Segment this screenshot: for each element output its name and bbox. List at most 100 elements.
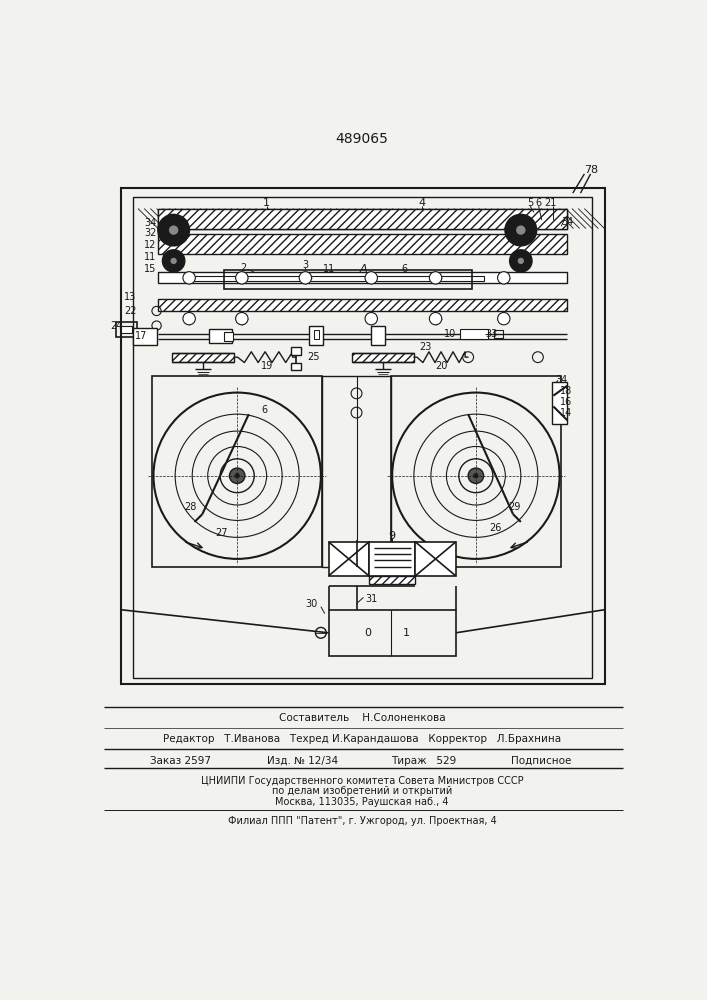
Text: Тираж   529: Тираж 529 (391, 756, 456, 766)
Bar (134, 328, 156, 345)
Text: 13: 13 (124, 292, 136, 302)
Bar (552, 382, 567, 424)
Text: ЦНИИПИ Государственного комитета Совета Министров СССР: ЦНИИПИ Государственного комитета Совета … (201, 776, 523, 786)
Text: 11: 11 (322, 264, 334, 274)
Text: 34: 34 (555, 375, 567, 385)
Circle shape (230, 468, 245, 483)
Text: 9: 9 (389, 531, 396, 541)
Bar (369, 576, 416, 584)
Text: 31: 31 (365, 594, 378, 604)
Circle shape (468, 468, 484, 483)
Circle shape (168, 225, 179, 235)
Text: Заказ 2597: Заказ 2597 (151, 756, 211, 766)
Bar (291, 347, 300, 355)
Text: Филиал ППП "Патент", г. Ужгород, ул. Проектная, 4: Филиал ППП "Патент", г. Ужгород, ул. Про… (228, 816, 496, 826)
Circle shape (506, 215, 537, 246)
Bar (291, 363, 300, 370)
Text: 34: 34 (144, 218, 156, 228)
Text: 23: 23 (419, 342, 432, 352)
Bar (158, 299, 567, 311)
Text: 20: 20 (435, 361, 448, 371)
Bar (224, 270, 472, 289)
Text: A: A (360, 264, 368, 274)
Bar (416, 542, 456, 576)
Bar (172, 353, 234, 362)
Text: 3: 3 (303, 260, 308, 270)
Text: 5: 5 (527, 198, 533, 208)
Text: 7: 7 (584, 165, 591, 175)
Text: 29: 29 (508, 502, 521, 512)
Circle shape (498, 272, 510, 284)
Text: 27: 27 (216, 528, 228, 538)
Circle shape (429, 312, 442, 325)
Text: Составитель    Н.Солоненкова: Составитель Н.Солоненкова (279, 713, 445, 723)
Bar (314, 330, 319, 339)
Text: 11: 11 (144, 252, 156, 262)
Bar (189, 276, 484, 281)
Text: 10: 10 (443, 329, 456, 339)
Text: 34: 34 (561, 217, 573, 227)
Circle shape (365, 312, 378, 325)
Text: Москва, 113035, Раушская наб., 4: Москва, 113035, Раушская наб., 4 (275, 797, 449, 807)
Text: 26: 26 (489, 523, 501, 533)
Text: 18: 18 (561, 386, 573, 396)
Text: 8: 8 (590, 165, 597, 175)
Text: 14: 14 (561, 408, 573, 418)
Text: 15: 15 (144, 264, 156, 274)
Text: 6: 6 (536, 198, 542, 208)
Bar (329, 542, 369, 576)
Circle shape (235, 312, 248, 325)
Circle shape (365, 272, 378, 284)
Bar (391, 376, 561, 567)
Text: 6: 6 (402, 264, 408, 274)
Circle shape (183, 312, 195, 325)
Text: по делам изобретений и открытий: по делам изобретений и открытий (271, 786, 452, 796)
Text: 32: 32 (144, 228, 156, 238)
Bar (121, 188, 604, 684)
Text: 16: 16 (561, 397, 573, 407)
Bar (209, 329, 232, 343)
Text: Подписное: Подписное (510, 756, 571, 766)
Text: 30: 30 (305, 599, 317, 609)
Text: 21: 21 (544, 198, 556, 208)
Bar (152, 376, 322, 567)
Circle shape (429, 272, 442, 284)
Bar (371, 326, 385, 345)
Text: 17: 17 (135, 331, 147, 341)
Circle shape (163, 250, 185, 272)
Text: 0: 0 (364, 628, 371, 638)
Circle shape (498, 312, 510, 325)
Circle shape (515, 225, 526, 235)
Text: 25: 25 (307, 352, 320, 362)
Text: Редактор   Т.Иванова   Техред И.Карандашова   Корректор   Л.Брахнина: Редактор Т.Иванова Техред И.Карандашова … (163, 734, 561, 744)
Text: 22: 22 (124, 306, 136, 316)
Circle shape (517, 257, 525, 265)
Circle shape (299, 272, 312, 284)
Text: 33: 33 (485, 329, 498, 339)
Bar (224, 332, 233, 341)
Circle shape (158, 215, 189, 246)
Text: 6: 6 (262, 405, 267, 415)
Circle shape (510, 250, 532, 272)
Text: 19: 19 (260, 361, 273, 371)
Bar (493, 330, 503, 338)
Text: 1: 1 (402, 628, 409, 638)
Bar (158, 272, 567, 283)
Bar (460, 329, 488, 339)
Text: 24: 24 (110, 321, 122, 331)
Circle shape (235, 473, 240, 478)
Bar (121, 326, 132, 333)
Circle shape (474, 473, 478, 478)
Bar (329, 610, 456, 656)
Bar (309, 326, 323, 345)
Bar (158, 209, 567, 229)
Text: Изд. № 12/34: Изд. № 12/34 (267, 756, 338, 766)
Text: 2: 2 (240, 263, 247, 273)
Text: 4: 4 (418, 198, 425, 208)
Bar (369, 542, 416, 576)
Bar (322, 376, 391, 567)
Text: 28: 28 (185, 502, 197, 512)
Circle shape (183, 272, 195, 284)
Bar (158, 234, 567, 254)
Bar (352, 353, 414, 362)
